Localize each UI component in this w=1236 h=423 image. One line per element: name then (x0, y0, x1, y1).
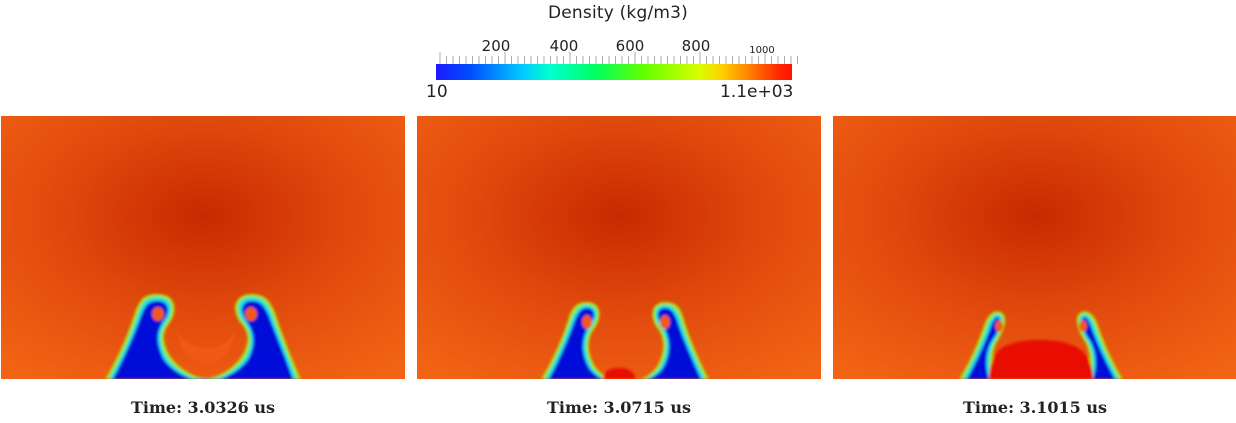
simulation-panel-2 (417, 116, 821, 379)
colorbar-gradient (436, 64, 792, 80)
colorbar-ticks: 200 400 600 800 1000 (439, 37, 798, 64)
colorbar-tick-label: 800 (682, 37, 711, 55)
time-label-1: Time: 3.0326 us (130, 398, 275, 417)
time-label-2: Time: 3.0715 us (546, 398, 691, 417)
colorbar-max-label: 1.1e+03 (720, 82, 794, 102)
colorbar-tick-label: 200 (482, 37, 511, 55)
simulation-panel-1 (1, 116, 405, 379)
colorbar-title: Density (kg/m3) (547, 3, 689, 23)
colorbar-tick-label: 1000 (749, 45, 774, 56)
colorbar-tick-label: 600 (616, 37, 645, 55)
simulation-panel-3 (833, 116, 1236, 379)
time-label-3: Time: 3.1015 us (962, 398, 1107, 417)
colorbar-min-label: 10 (426, 82, 448, 102)
colorbar-tick-label: 400 (550, 37, 579, 55)
